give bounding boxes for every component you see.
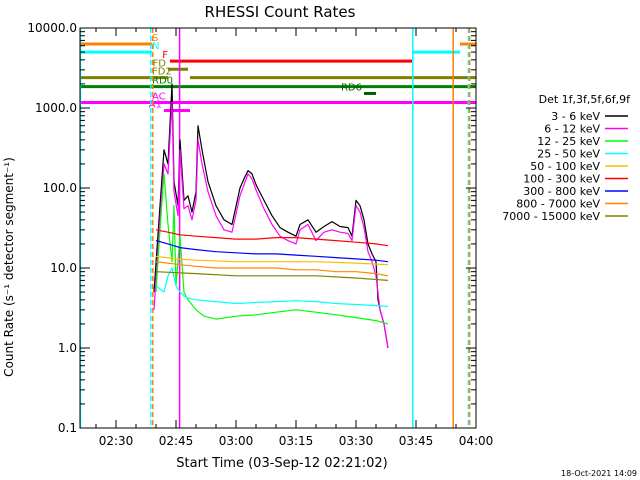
y-tick-label-1: 1.0: [58, 341, 77, 355]
x-tick-label-4: 03:30: [339, 434, 374, 448]
x-tick-label-0: 02:30: [99, 434, 134, 448]
legend-title: Det 1f,3f,5f,6f,9f: [539, 93, 632, 106]
series-line-4: [155, 255, 389, 266]
legend-label-1: 6 - 12 keV: [544, 123, 600, 136]
series-line-0: [153, 83, 389, 349]
x-tick-label-5: 03:45: [399, 434, 434, 448]
flag-label-f: F: [162, 50, 168, 61]
legend-label-6: 300 - 800 keV: [523, 185, 600, 198]
x-tick-label-3: 03:15: [279, 434, 314, 448]
legend-label-3: 25 - 50 keV: [537, 148, 600, 161]
chart-title: RHESSI Count Rates: [205, 3, 356, 21]
legend-label-0: 3 - 6 keV: [551, 110, 600, 123]
legend-label-2: 12 - 25 keV: [537, 135, 600, 148]
flag-label-n: N: [152, 41, 159, 52]
legend-label-5: 100 - 300 keV: [523, 173, 600, 186]
x-tick-label-1: 02:45: [159, 434, 194, 448]
legend-label-8: 7000 - 15000 keV: [502, 210, 600, 223]
footer-timestamp: 18-Oct-2021 14:09: [561, 469, 637, 478]
x-tick-label-6: 04:00: [459, 434, 494, 448]
plot-frame: [79, 27, 477, 429]
x-tick-label-2: 03:00: [219, 434, 254, 448]
y-tick-label-4: 1000.0: [35, 101, 77, 115]
legend-label-4: 50 - 100 keV: [530, 160, 600, 173]
series-line-7: [155, 261, 389, 277]
axes: 02:30 02:45 03:00 03:15 03:30 03:45 04:00 0.1 1.…: [27, 21, 493, 448]
flag-label-fd2: FD2: [152, 67, 172, 78]
series-line-3: [155, 267, 389, 308]
flag-label-rd0: RD0: [152, 76, 173, 87]
flag-label-ac: AC: [152, 92, 166, 103]
legend-label-7: 800 - 7000 keV: [516, 198, 600, 211]
flag-label-fd: FD: [153, 58, 167, 69]
series-line-6: [155, 240, 389, 263]
y-tick-label-3: 100.0: [43, 181, 77, 195]
series-lines: [153, 83, 389, 349]
y-tick-label-2: 10.0: [50, 261, 77, 275]
flag-label-rd6: RD6: [341, 82, 362, 93]
x-axis-label: Start Time (03-Sep-12 02:21:02): [176, 456, 387, 471]
series-line-8: [155, 271, 389, 281]
flag-label-a1: A1: [149, 100, 162, 111]
series-line-1: [153, 101, 389, 349]
series-line-5: [155, 229, 389, 247]
y-axis-label: Count Rate (s⁻¹ detector segment⁻¹): [2, 157, 16, 377]
series-line-2: [155, 173, 389, 325]
y-tick-label-5: 10000.0: [27, 21, 77, 35]
flag-label-s: S: [152, 33, 158, 44]
y-tick-label-0: 0.1: [58, 421, 77, 435]
